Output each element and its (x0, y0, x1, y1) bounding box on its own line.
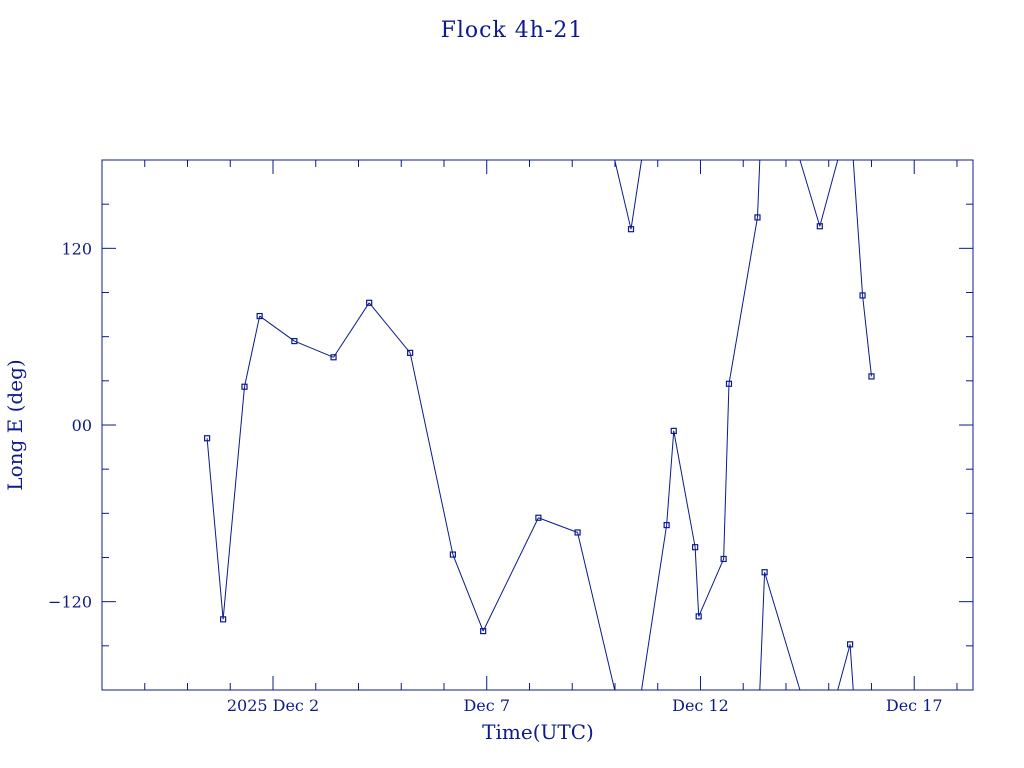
series-segment (222, 386, 245, 620)
y-tick-label: 120 (61, 239, 92, 258)
data-point (535, 514, 542, 521)
data-point (868, 373, 875, 380)
y-tick-label: 00 (72, 416, 92, 435)
data-point (816, 223, 823, 230)
y-tick-labels: 120 00 −120 (48, 239, 92, 611)
data-point (761, 569, 768, 576)
series-segment (852, 159, 864, 296)
data-point (480, 628, 487, 635)
data-point (663, 522, 670, 529)
y-tick-label: −120 (48, 593, 92, 612)
plot-area: 120 00 −120 2025 Dec 2 Dec 7 Dec 12 Dec 17 (48, 159, 974, 715)
data-point (846, 641, 854, 648)
series-segment (614, 159, 632, 230)
series-segment (759, 572, 766, 691)
plot-frame (101, 159, 974, 691)
data-point (330, 354, 337, 361)
chart-title: Flock 4h-21 (441, 18, 584, 43)
x-tick-label: Dec 12 (672, 696, 729, 715)
data-point (449, 551, 456, 558)
series-segment (538, 517, 578, 533)
data-point (241, 383, 248, 390)
series-segment (728, 217, 758, 384)
series-segment (259, 315, 295, 342)
axis-ticks (101, 160, 973, 690)
series-segment (698, 558, 725, 617)
series-segment (482, 517, 539, 632)
series-layer (203, 159, 875, 691)
data-point (859, 292, 866, 299)
data-point (720, 555, 727, 563)
data-point (366, 299, 373, 306)
series-segment (577, 532, 616, 691)
series-segment (723, 383, 730, 559)
x-tick-label: Dec 7 (463, 696, 510, 715)
series-segment (206, 438, 224, 620)
series-segment (244, 315, 261, 387)
series-segment (819, 159, 839, 227)
series-segment (452, 554, 484, 632)
series-segment (673, 430, 696, 548)
x-tick-labels: 2025 Dec 2 Dec 7 Dec 12 Dec 17 (227, 696, 943, 715)
x-axis-label: Time(UTC) (482, 720, 594, 744)
series-segment (849, 644, 854, 691)
series-segment (764, 572, 801, 691)
data-point (291, 337, 298, 345)
data-point (670, 427, 677, 434)
series-segment (799, 159, 821, 227)
series-segment (666, 430, 675, 526)
series-segment (630, 159, 643, 230)
data-point (754, 214, 761, 221)
series-segment (641, 525, 668, 691)
data-point (725, 380, 733, 387)
series-segment (368, 302, 411, 354)
series-segment (294, 340, 334, 358)
data-point (627, 226, 635, 233)
x-tick-label: 2025 Dec 2 (227, 696, 319, 715)
series-segment (756, 159, 761, 218)
data-point (407, 349, 414, 356)
series-segment (862, 295, 872, 377)
data-point (692, 544, 699, 551)
data-point (695, 613, 702, 620)
x-tick-label: Dec 17 (886, 696, 943, 715)
y-axis-label: Long E (deg) (3, 359, 27, 490)
series-segment (409, 352, 454, 555)
series-segment (837, 644, 851, 691)
series-segment (694, 547, 700, 617)
data-point (256, 312, 263, 320)
data-point (220, 616, 227, 623)
data-point (574, 529, 581, 536)
series-segment (333, 302, 370, 358)
data-point (203, 435, 211, 442)
